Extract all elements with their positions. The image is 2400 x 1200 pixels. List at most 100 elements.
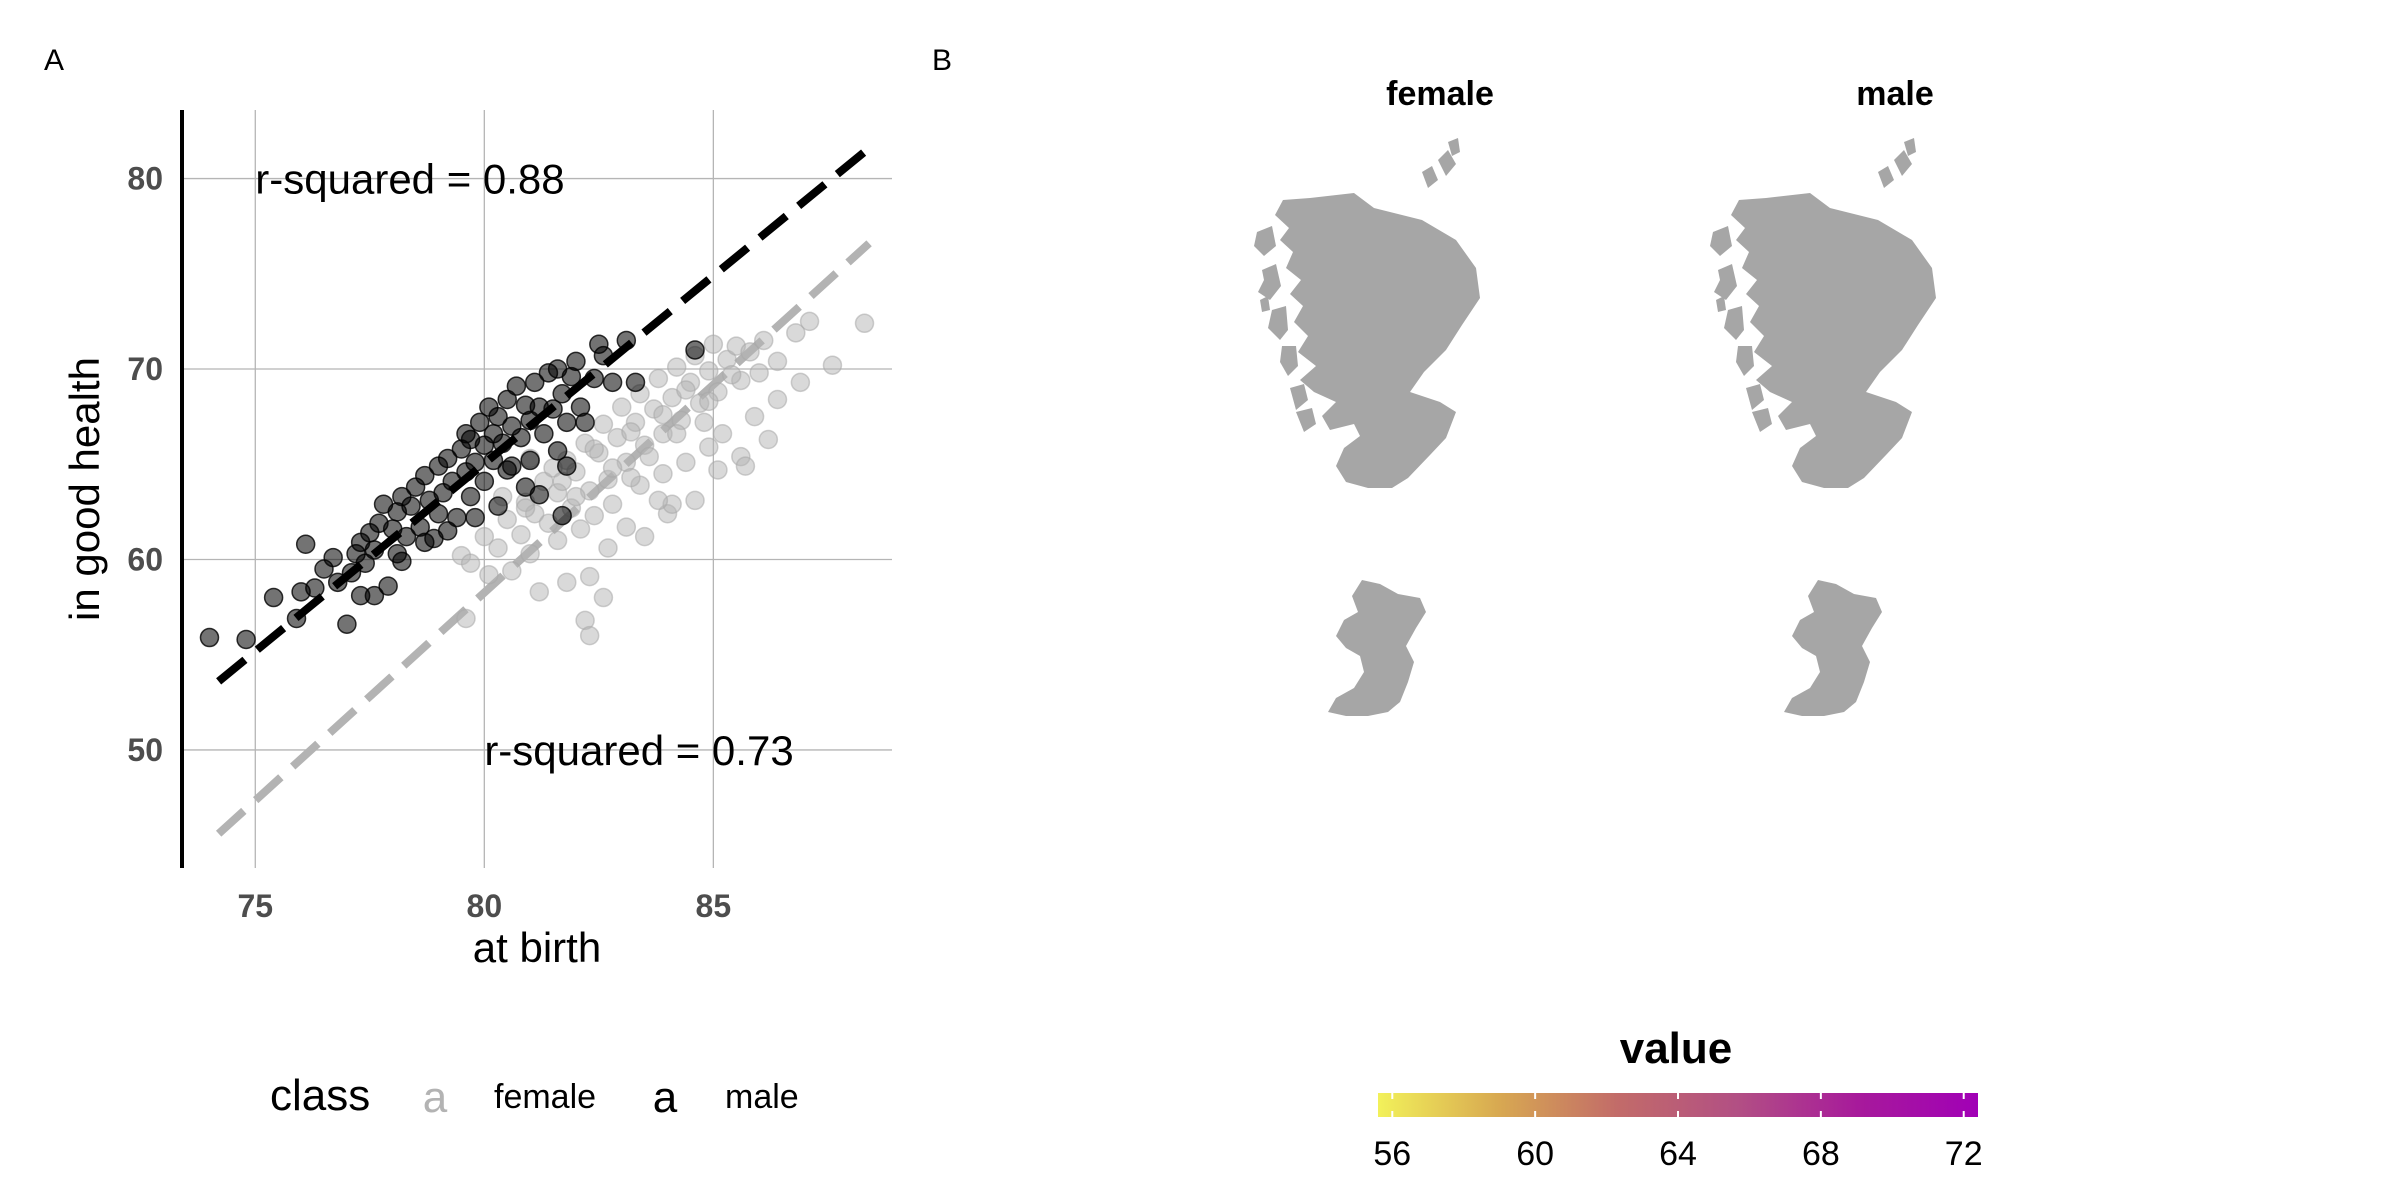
district-cell	[2025, 500, 2044, 519]
district-cell	[1895, 690, 1914, 709]
district-cell	[1408, 530, 1427, 549]
district-cell	[2022, 627, 2041, 646]
district-cell	[1503, 514, 1522, 533]
district-cell	[1617, 437, 1636, 456]
district-cell	[1304, 818, 1315, 836]
scatter-legend: class a female a male	[270, 1071, 799, 1122]
district-cell	[1974, 547, 1993, 566]
district-cell	[1519, 629, 1538, 648]
district-cell	[2041, 547, 2060, 566]
district-cell	[1518, 450, 1537, 469]
district-cell	[1518, 821, 1537, 836]
district-cell	[1553, 626, 1572, 645]
district-cell	[1817, 838, 1835, 856]
district-cell	[1646, 740, 1664, 758]
district-cell	[2023, 789, 2042, 808]
district-cell	[1760, 514, 1772, 533]
y-tick-label: 80	[127, 161, 163, 197]
district-cell	[2104, 694, 2122, 712]
district-cell	[2056, 531, 2075, 550]
district-cell	[1760, 725, 1771, 744]
district-cell	[1304, 722, 1314, 741]
district-cell	[1942, 450, 1961, 469]
district-cell	[1630, 802, 1646, 821]
district-cell	[1566, 546, 1585, 565]
district-cell	[1519, 412, 1538, 423]
district-cell	[1768, 786, 1787, 805]
district-cell	[2105, 818, 2123, 836]
district-cell	[1766, 628, 1785, 647]
scatter-points	[199, 311, 875, 650]
district-cell	[1650, 790, 1668, 808]
district-cell	[1304, 788, 1316, 807]
district-cell	[1974, 659, 1993, 678]
district-cell	[1913, 420, 1932, 439]
district-cell	[1310, 498, 1329, 517]
district-cell	[1958, 468, 1977, 487]
district-cell	[1457, 482, 1476, 501]
district-cell	[1304, 499, 1314, 518]
district-cell	[1472, 789, 1491, 808]
district-cell	[1304, 757, 1313, 776]
point-male	[465, 452, 485, 473]
district-cell	[1566, 612, 1585, 631]
district-cell	[1632, 773, 1646, 792]
district-cell	[2072, 642, 2091, 661]
district-cell	[1961, 515, 1980, 534]
district-cell	[1926, 452, 1945, 471]
point-female	[699, 437, 719, 457]
district-cell	[1911, 484, 1930, 503]
district-cell	[2104, 484, 2122, 502]
point-female	[854, 313, 875, 334]
district-cell	[2056, 611, 2075, 630]
district-cell	[1425, 546, 1444, 565]
district-cell	[1928, 514, 1947, 533]
district-cell	[1786, 838, 1804, 856]
district-cell	[1438, 770, 1457, 789]
district-cell	[2007, 612, 2026, 631]
district-cell	[2022, 466, 2041, 485]
district-cell	[1760, 741, 1769, 760]
district-cell	[1566, 643, 1585, 662]
district-cell	[1633, 659, 1646, 678]
district-cell	[1912, 627, 1931, 646]
district-cell	[1311, 805, 1330, 824]
district-cell	[1648, 418, 1666, 436]
district-cell	[1304, 453, 1315, 472]
district-cell	[1849, 786, 1868, 805]
district-cell	[1534, 708, 1553, 727]
legend-key-female: a	[423, 1073, 448, 1122]
colorbar-tick-label: 56	[1373, 1135, 1411, 1173]
district-cell	[1393, 533, 1412, 552]
district-cell	[1910, 516, 1929, 535]
point-female	[799, 311, 820, 332]
district-cell	[1910, 755, 1929, 774]
district-cell	[1929, 787, 1948, 806]
district-cell	[1455, 412, 1474, 424]
district-cell	[2087, 626, 2102, 645]
district-cell	[1343, 820, 1362, 836]
district-cell	[2023, 738, 2042, 757]
district-cell	[2072, 594, 2091, 613]
district-cell	[1535, 690, 1554, 709]
district-cell	[1863, 533, 1882, 552]
district-cell	[1896, 610, 1915, 629]
district-cell	[1440, 644, 1459, 663]
district-cell	[1439, 659, 1458, 678]
district-cell	[1582, 739, 1601, 758]
district-cell	[1631, 738, 1646, 757]
district-cell	[1360, 740, 1379, 759]
district-cell	[1911, 437, 1930, 456]
district-cell	[1472, 548, 1491, 567]
district-cell	[1616, 693, 1635, 712]
x-tick-label: 75	[237, 888, 273, 924]
district-cell	[2025, 674, 2044, 693]
district-cell	[1632, 468, 1646, 487]
district-cell	[1470, 722, 1489, 741]
district-cell	[1472, 434, 1491, 453]
district-cell	[1393, 501, 1412, 520]
point-female	[529, 582, 550, 602]
district-cell	[2022, 773, 2041, 792]
district-cell	[1599, 412, 1618, 422]
district-cell	[1486, 516, 1505, 535]
